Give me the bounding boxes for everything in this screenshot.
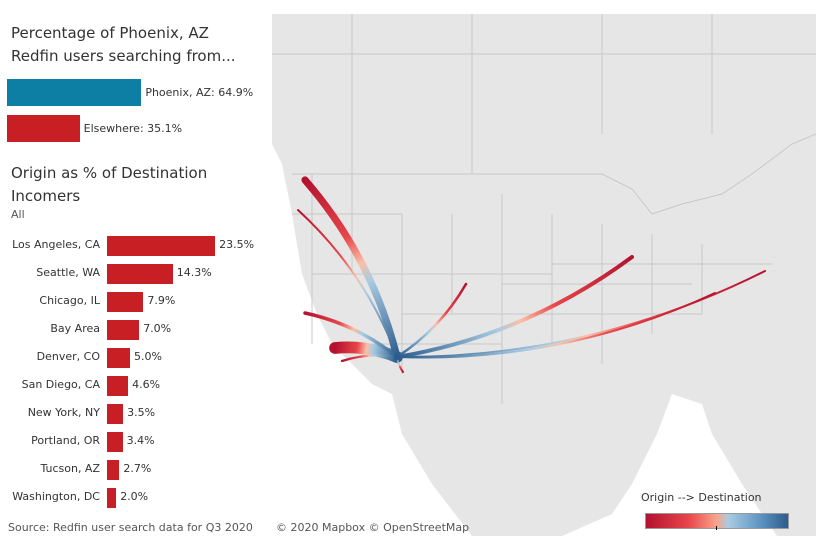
origin-bar[interactable]	[107, 348, 130, 368]
legend-title: Origin --> Destination	[641, 491, 762, 504]
arc-washington-dc[interactable]	[396, 292, 716, 359]
origin-row[interactable]: Washington, DC 2.0%	[0, 487, 270, 509]
origin-row[interactable]: Denver, CO 5.0%	[0, 347, 270, 369]
origins-filter: All	[11, 208, 25, 221]
origin-value: 5.0%	[134, 350, 162, 363]
origin-row[interactable]: Bay Area 7.0%	[0, 319, 270, 341]
origin-value: 3.4%	[126, 434, 155, 447]
origin-bar[interactable]	[107, 404, 124, 424]
arc-portland-or[interactable]	[297, 209, 398, 358]
origin-row[interactable]: Tucson, AZ 2.7%	[0, 459, 270, 481]
origin-row[interactable]: New York, NY 3.5%	[0, 403, 270, 425]
origin-label: San Diego, CA	[21, 378, 100, 391]
origin-row[interactable]: San Diego, CA 4.6%	[0, 375, 270, 397]
origin-value: 14.3%	[176, 266, 212, 279]
origin-value: 7.0%	[143, 322, 172, 335]
arc-bay-area[interactable]	[303, 311, 399, 359]
borders	[272, 14, 816, 404]
origin-row[interactable]: Seattle, WA 14.3%	[0, 263, 270, 285]
bar-elsewhere[interactable]	[7, 115, 80, 142]
share-title: Percentage of Phoenix, AZ Redfin users s…	[11, 24, 236, 65]
map[interactable]	[272, 14, 816, 536]
arc-new-york-ny[interactable]	[396, 270, 766, 359]
origin-value: 2.7%	[123, 462, 152, 475]
arc-denver-co[interactable]	[395, 282, 468, 359]
origin-row[interactable]: Chicago, IL 7.9%	[0, 291, 270, 313]
origin-bar[interactable]	[107, 376, 129, 396]
bar-elsewhere-label: Elsewhere: 35.1%	[83, 122, 183, 135]
bar-phoenix[interactable]	[7, 79, 142, 106]
origin-label: Portland, OR	[31, 434, 100, 447]
arc-chicago-il[interactable]	[395, 255, 634, 359]
origin-value: 7.9%	[147, 294, 176, 307]
origin-value: 23.5%	[219, 238, 255, 251]
arc-san-diego-ca[interactable]	[340, 354, 399, 363]
origin-bar[interactable]	[107, 236, 216, 256]
origin-bar[interactable]	[107, 432, 123, 452]
origin-label: New York, NY	[27, 406, 100, 419]
origin-bar[interactable]	[107, 488, 117, 508]
origin-value: 4.6%	[132, 378, 161, 391]
origin-row[interactable]: Los Angeles, CA 23.5%	[0, 235, 270, 257]
origin-bar[interactable]	[107, 320, 140, 340]
arc-seattle-wa[interactable]	[301, 176, 401, 361]
origin-value: 2.0%	[120, 490, 149, 503]
land-north-america	[272, 14, 816, 536]
origin-label: Tucson, AZ	[40, 462, 100, 475]
origin-label: Washington, DC	[12, 490, 100, 503]
origin-label: Denver, CO	[36, 350, 100, 363]
origin-value: 3.5%	[127, 406, 156, 419]
map-credit[interactable]: © 2020 Mapbox © OpenStreetMap	[276, 521, 470, 534]
origin-bar[interactable]	[107, 264, 173, 284]
legend-tick	[716, 526, 717, 530]
origin-bar[interactable]	[107, 292, 144, 312]
origins-title: Origin as % of Destination Incomers	[11, 164, 208, 205]
bar-phoenix-label: Phoenix, AZ: 64.9%	[145, 86, 254, 99]
color-legend	[645, 513, 789, 529]
origin-bar[interactable]	[107, 460, 120, 480]
destination-marker-phoenix[interactable]	[394, 354, 400, 360]
origin-label: Bay Area	[50, 322, 100, 335]
origin-label: Seattle, WA	[36, 266, 100, 279]
arcs	[297, 176, 766, 373]
source-note: Source: Redfin user search data for Q3 2…	[8, 521, 253, 534]
origin-label: Los Angeles, CA	[12, 238, 100, 251]
origin-label: Chicago, IL	[39, 294, 100, 307]
origin-row[interactable]: Portland, OR 3.4%	[0, 431, 270, 453]
